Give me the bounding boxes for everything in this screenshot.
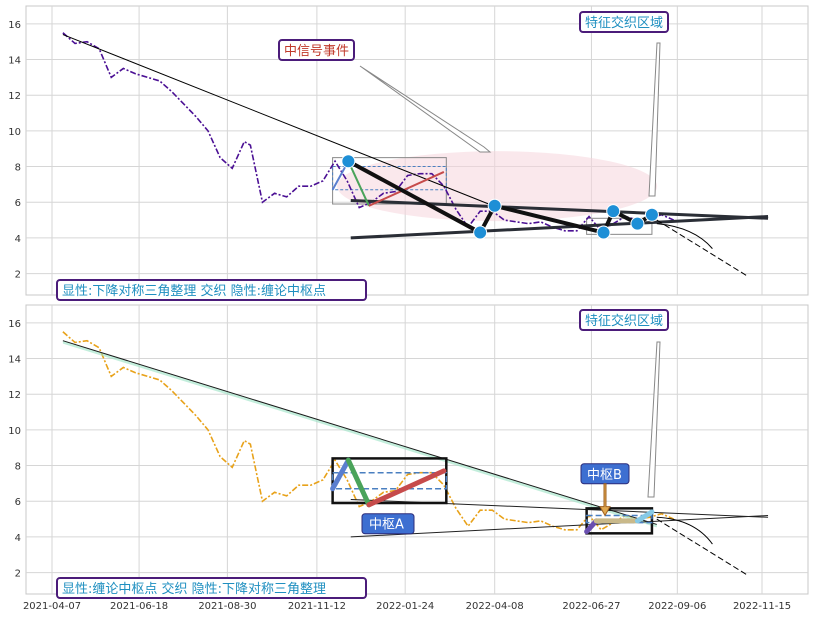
arrow-signal-event [359,65,492,153]
y-tick-label: 8 [15,462,21,473]
y-tick-label: 10 [8,426,21,437]
pivot-dot [606,204,621,219]
x-tick-label: 2022-01-24 [376,601,434,612]
pivot-dot [487,198,502,213]
annotation-feature-zone-frame [579,11,669,33]
zigzag-segment [345,457,372,508]
y-tick-label: 14 [8,355,21,366]
zigzag-segment [330,457,351,492]
x-tick-label: 2022-11-15 [733,601,791,612]
center-inner-b [585,514,653,524]
projection-curve [656,516,713,545]
trend-line [62,34,489,205]
annotation-pattern: 显性:下降对称三角整理 交织 隐性:缠论中枢点 [62,283,326,299]
y-tick-label: 16 [8,319,21,330]
annotation-pattern-frame [56,577,367,599]
y-tick-label: 12 [8,91,21,102]
zigzag-segment [366,468,447,508]
y-tick-label: 12 [8,390,21,401]
trend-line [62,340,657,525]
zigzag-segment [634,509,655,524]
y-tick-label: 2 [15,270,21,281]
x-tick-label: 2022-09-06 [648,601,706,612]
x-tick-label: 2021-08-30 [198,601,256,612]
annotation-signal-event-frame [278,39,355,61]
pivot-dot [630,216,645,231]
x-axis-labels: 2021-04-07 2021-06-18 2021-08-30 2021-11-12… [23,601,791,612]
triangle-upper [350,198,769,220]
triangle-lower [350,515,769,538]
price-line [62,32,675,232]
pivot-dot [341,154,356,169]
annotation-signal-event: 中信号事件 [284,44,349,59]
y-tick-label: 6 [15,198,21,209]
x-tick-label: 2021-06-18 [110,601,168,612]
projection-curve [656,223,713,249]
y-tick-label: 14 [8,56,21,67]
y-tick-label: 16 [8,20,21,31]
y-tick-label: 2 [15,569,21,580]
y-tick-label: 4 [15,234,21,245]
annotation-feature-zone: 特征交织区域 [585,313,663,329]
triangle-lower [350,215,769,240]
arrow-feature-zone [648,42,661,197]
annotation-pattern-frame [56,279,367,301]
plot-area [25,304,809,595]
x-tick-label: 2021-04-07 [23,601,81,612]
x-tick-label: 2021-11-12 [288,601,346,612]
pivot-dot [596,225,611,240]
zigzag-colored-segment [368,170,445,207]
center-a-label-frame [361,513,415,535]
y-tick-label: 8 [15,163,21,174]
x-tick-label: 2022-04-08 [466,601,524,612]
price-line [62,331,675,531]
center-b-arrow [599,483,611,517]
x-tick-label: 2022-06-27 [562,601,620,612]
arrow-feature-zone [647,341,661,498]
pivot-dot [644,207,659,222]
annotation-feature-zone-frame [579,309,669,331]
center-inner-a [332,166,447,191]
annotation-pattern: 显性:缠论中枢点 交织 隐性:下降对称三角整理 [62,581,326,597]
plot-area [25,5,809,296]
y-tick-label: 6 [15,497,21,508]
trend-band [62,340,657,528]
center-a-label: 中枢A [369,518,404,533]
annotation-feature-zone: 特征交织区域 [585,15,663,31]
y-tick-label: 10 [8,127,21,138]
center-inner-a [331,471,448,490]
y-tick-label: 4 [15,533,21,544]
zigzag-colored-segment [347,160,370,207]
pivot-dot [473,225,488,240]
center-b-label: 中枢B [587,468,622,483]
